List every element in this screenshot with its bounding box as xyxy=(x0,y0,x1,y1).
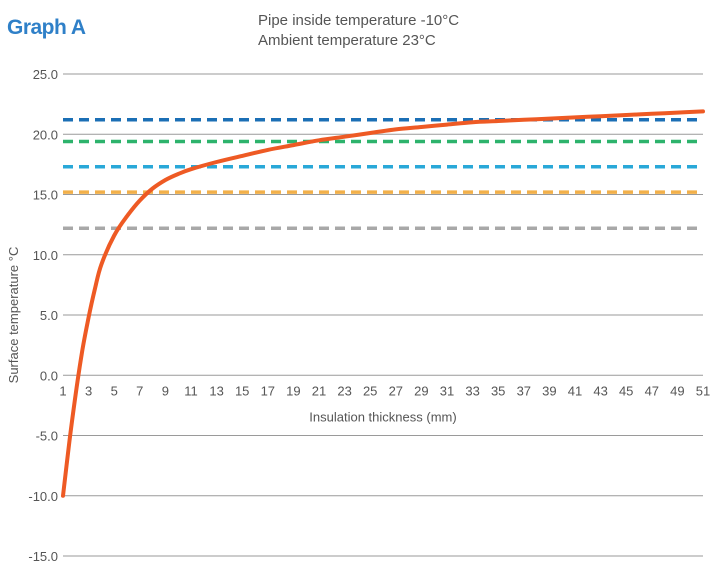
subtitle-pipe-temperature: Pipe inside temperature -10°C xyxy=(258,12,460,29)
y-tick-label: 0.0 xyxy=(40,368,58,383)
grid-lines xyxy=(63,73,703,557)
x-tick-label: 3 xyxy=(85,383,92,398)
y-axis-label: Surface temperature °C xyxy=(6,247,21,384)
y-tick-label: 5.0 xyxy=(40,308,58,323)
y-tick-label: 20.0 xyxy=(33,127,58,142)
x-tick-label: 27 xyxy=(389,383,403,398)
x-tick-label: 5 xyxy=(111,383,118,398)
x-tick-label: 31 xyxy=(440,383,454,398)
subtitle-ambient-temperature: Ambient temperature 23°C xyxy=(258,32,436,49)
chart-title: Graph A xyxy=(7,16,86,39)
x-tick-label: 39 xyxy=(542,383,556,398)
x-tick-label: 11 xyxy=(184,383,198,398)
x-tick-label: 43 xyxy=(593,383,607,398)
y-tick-label: 25.0 xyxy=(33,67,58,82)
y-tick-labels: 25.0 20.0 15.0 10.0 5.0 0.0 -5.0 -10.0 -15.0 xyxy=(28,67,58,564)
x-tick-label: 51 xyxy=(696,383,710,398)
y-tick-label: -15.0 xyxy=(28,549,58,564)
x-tick-label: 45 xyxy=(619,383,633,398)
x-tick-label: 49 xyxy=(670,383,684,398)
series-layer xyxy=(61,109,705,498)
x-tick-label: 17 xyxy=(261,383,275,398)
y-tick-label: -5.0 xyxy=(36,429,58,444)
x-tick-label: 29 xyxy=(414,383,428,398)
x-axis-label: Insulation thickness (mm) xyxy=(309,409,456,424)
x-tick-label: 35 xyxy=(491,383,505,398)
x-tick-label: 1 xyxy=(59,383,66,398)
x-tick-label: 13 xyxy=(209,383,223,398)
y-tick-label: 15.0 xyxy=(33,188,58,203)
x-tick-label: 33 xyxy=(465,383,479,398)
x-tick-label: 9 xyxy=(162,383,169,398)
x-tick-label: 47 xyxy=(645,383,659,398)
x-tick-label: 15 xyxy=(235,383,249,398)
x-tick-label: 41 xyxy=(568,383,582,398)
series-line xyxy=(61,109,705,498)
x-tick-label: 7 xyxy=(136,383,143,398)
y-tick-label: -10.0 xyxy=(28,489,58,504)
x-tick-labels: 1 3 5 7 9 11 13 15 17 19 21 23 25 27 29 31 33 35 37 39 41 43 4… xyxy=(59,383,710,398)
x-tick-label: 37 xyxy=(517,383,531,398)
x-tick-label: 19 xyxy=(286,383,300,398)
y-tick-label: 10.0 xyxy=(33,248,58,263)
x-tick-label: 25 xyxy=(363,383,377,398)
x-tick-label: 21 xyxy=(312,383,326,398)
x-tick-label: 23 xyxy=(337,383,351,398)
reference-lines xyxy=(63,118,703,230)
